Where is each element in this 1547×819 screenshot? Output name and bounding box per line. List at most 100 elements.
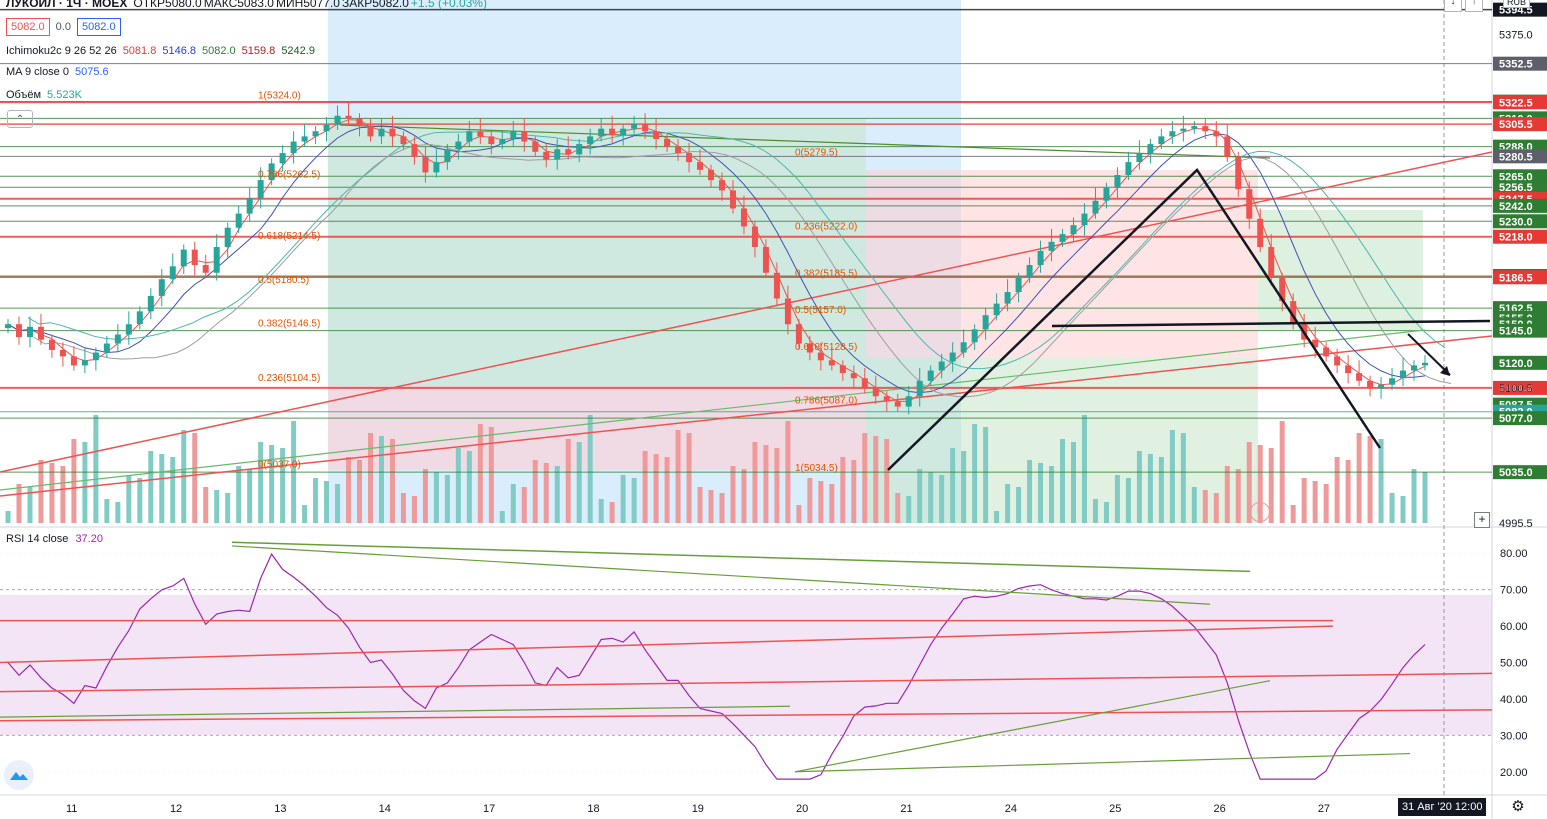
scroll-up-button[interactable]: ↑ <box>1465 0 1483 12</box>
price-label-bg <box>1493 229 1547 244</box>
collapse-legend-button[interactable]: ⌃ <box>7 110 33 128</box>
trendline-green-top <box>339 124 1271 159</box>
candle-body <box>378 128 385 137</box>
volume-bar <box>532 460 538 523</box>
cloud-zone <box>1258 210 1423 330</box>
currency-badge[interactable]: RUB <box>1503 0 1531 8</box>
price-axis: 80.0070.0060.0050.0040.0030.0020.005394.… <box>1493 2 1547 779</box>
candle-body <box>675 146 682 154</box>
volume-bar <box>1389 493 1395 523</box>
volume-bar <box>389 439 395 523</box>
ma-label: MA 9 close 0 <box>6 66 69 78</box>
volume-bar <box>961 451 967 523</box>
fib-label: 0.786(5087.0) <box>795 395 857 406</box>
ichimoku-value: 5159.8 <box>241 45 276 57</box>
bid-price[interactable]: 5082.0 <box>6 18 50 36</box>
candle-body <box>1037 250 1044 266</box>
fib-label: 0.786(5262.5) <box>258 169 320 180</box>
candle-body <box>740 208 747 227</box>
candle-body <box>916 380 923 397</box>
candle-body <box>927 370 934 381</box>
tradingview-logo-icon[interactable] <box>4 760 34 790</box>
candle-body <box>773 272 780 299</box>
volume-bar <box>994 511 1000 523</box>
candle-body <box>1191 126 1198 129</box>
volume-bar <box>148 451 154 523</box>
candle-body <box>510 131 517 139</box>
drawing-lines <box>0 8 1493 497</box>
candle-body <box>1345 365 1352 374</box>
candle-body <box>1202 126 1209 132</box>
volume-bar <box>1016 487 1022 523</box>
fibonacci-labels: 1(5324.0) 0.786(5262.5) 0.618(5214.5) 0.5(5… <box>258 90 857 473</box>
time-label: 19 <box>692 803 704 815</box>
gear-icon[interactable]: ⚙ <box>1511 798 1525 815</box>
time-axis: 1112131417181920212425262728 <box>66 803 1434 815</box>
volume-bar <box>609 502 615 523</box>
volume-bar <box>521 487 527 523</box>
volume-bar <box>1027 460 1033 523</box>
volume-bar <box>214 490 220 523</box>
candle-body <box>59 349 66 357</box>
candle-body <box>1070 225 1077 235</box>
time-label: 18 <box>587 803 599 815</box>
price-label: 5256.5 <box>1499 182 1533 194</box>
trend-drawings <box>887 168 1491 471</box>
time-label: 26 <box>1213 803 1225 815</box>
time-label: 25 <box>1109 803 1121 815</box>
volume-bar <box>137 478 143 523</box>
ohlc-item: МИН5077.0 <box>275 0 340 10</box>
fib-label: 0.236(5104.5) <box>258 373 320 384</box>
price-label: 5230.0 <box>1499 216 1533 228</box>
candle-body <box>1279 277 1286 302</box>
arrow-head <box>1440 366 1450 376</box>
candle-body <box>1389 378 1396 385</box>
ichimoku-value: 5081.8 <box>122 45 157 57</box>
volume-bar <box>950 448 956 523</box>
candle-body <box>697 162 704 170</box>
candle-body <box>400 136 407 145</box>
candle-body <box>466 131 473 142</box>
price-label-bg <box>1493 270 1547 285</box>
volume-bar <box>1060 439 1066 523</box>
earnings-badge[interactable]: E <box>1250 502 1270 522</box>
price-label: 5035.0 <box>1499 467 1533 479</box>
volume-legend[interactable]: Объём 5.523K <box>6 89 88 101</box>
volume-bar <box>1191 487 1197 523</box>
candle-body <box>521 131 528 142</box>
scroll-down-button[interactable]: ↓ <box>1444 0 1462 12</box>
candle-body <box>169 266 176 280</box>
rsi-legend[interactable]: RSI 14 close 37.20 <box>6 533 103 545</box>
candle-body <box>762 247 769 273</box>
ma-legend[interactable]: MA 9 close 0 5075.6 <box>6 66 115 78</box>
volume-bar <box>576 442 582 523</box>
volume-label: Объём <box>6 89 42 101</box>
candle-body <box>960 342 967 353</box>
ichimoku-legend[interactable]: Ichimoku2c 9 26 52 26 5081.8 5146.8 5082.0 5… <box>6 45 327 57</box>
volume-bar <box>258 442 264 523</box>
fib-label: 0(5037.0) <box>258 460 301 471</box>
candle-body <box>37 326 44 340</box>
rsi-tick-label: 20.00 <box>1500 767 1528 779</box>
volume-bar <box>642 451 648 523</box>
add-button[interactable]: + <box>1474 512 1490 528</box>
volume-bar <box>928 472 934 523</box>
volume-bar <box>357 460 363 523</box>
volume-bar <box>433 472 439 523</box>
candle-body <box>1092 200 1099 214</box>
ohlc-values: ОТКР5080.0 МАКС5083.0 МИН5077.0 ЗАКР5082.0 +… <box>133 0 489 10</box>
volume-bar <box>170 457 176 523</box>
candle-body <box>1422 362 1428 366</box>
price-label: 5352.5 <box>1499 59 1533 71</box>
fib-green-zone <box>328 118 866 386</box>
ask-price[interactable]: 5082.0 <box>76 18 121 36</box>
candle-body <box>949 352 956 362</box>
fib-label: 0.618(5128.5) <box>795 342 857 353</box>
candle-body <box>290 141 297 154</box>
volume-bar <box>82 442 88 523</box>
candle-body <box>114 334 121 344</box>
volume-bar <box>1180 433 1186 523</box>
candle-body <box>1235 156 1242 190</box>
symbol-title[interactable]: ЛУКОЙЛ · 1Ч · MOEX <box>6 0 128 10</box>
